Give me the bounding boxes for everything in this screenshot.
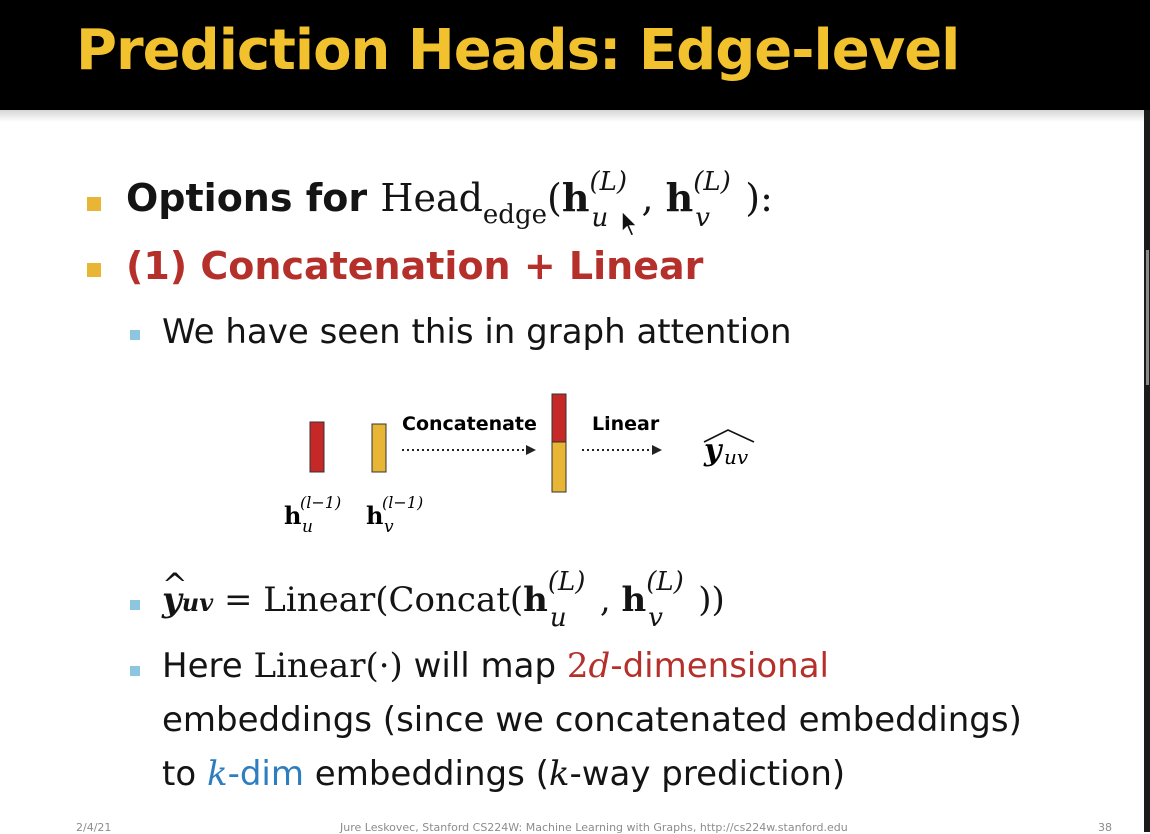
edge-subscript: edge — [482, 200, 547, 230]
equation-line: ^ yuv = Linear(Concat(h (L) u, h (L) v)) — [162, 567, 725, 633]
linear-label: Linear — [592, 413, 660, 435]
bullet-options: Options for Headedge(h (L) u, h (L) v): — [126, 167, 773, 233]
title-divider — [0, 110, 1150, 122]
eq-uv-subscript: uv — [181, 588, 214, 617]
hv-vector-bar — [371, 423, 387, 473]
y-hat-symbol: y — [703, 433, 724, 468]
options-label: Options for — [126, 176, 381, 220]
eq-sup-L: (L) — [547, 567, 586, 597]
sub-u: u — [591, 203, 609, 233]
sup-L: (L) — [693, 167, 731, 197]
scrollbar-thumb[interactable] — [1146, 250, 1149, 385]
diagram-svg: Concatenate Linear y uv h (l−1) u h (l−1… — [284, 393, 755, 537]
title-bar: Prediction Heads: Edge-level — [0, 0, 1150, 110]
hat-mark: ^ — [162, 568, 188, 603]
subbullet-marker — [130, 330, 140, 340]
to-text: to — [162, 754, 207, 794]
two-d-dimensional: -dimensional — [610, 646, 829, 686]
comma: , — [641, 176, 666, 220]
subbullet-marker — [130, 600, 140, 610]
eq-comma: , — [599, 580, 622, 620]
two-d-number: 2 — [566, 646, 589, 686]
concatenate-label: Concatenate — [402, 413, 537, 435]
hv-subscript: v — [384, 517, 394, 537]
linear-arrowhead — [652, 445, 662, 455]
hv-superscript: (l−1) — [382, 493, 423, 512]
k-variable: k — [206, 754, 228, 794]
bullet-marker — [87, 263, 101, 277]
eq-linear-concat: = Linear(Concat( — [213, 580, 524, 620]
k-way-variable: k — [548, 754, 570, 794]
y-hat-caret — [703, 429, 755, 443]
embeddings-text: embeddings ( — [303, 754, 549, 794]
eq-sub-v: v — [648, 603, 663, 633]
footer-date: 2/4/21 — [76, 821, 112, 834]
bullet-marker — [87, 197, 101, 211]
linear-map-line-2: embeddings (since we concatenated embedd… — [162, 700, 1022, 740]
way-prediction-text: -way prediction) — [569, 754, 846, 794]
close-paren: ): — [745, 176, 773, 220]
bullet-concat-linear: (1) Concatenation + Linear — [126, 244, 704, 288]
eq-y-hat: y — [162, 580, 182, 620]
concatenate-arrowhead — [526, 445, 536, 455]
mouse-cursor-icon — [621, 210, 639, 237]
h-u-symbol: h — [561, 175, 590, 220]
will-map-text: will map — [402, 646, 567, 686]
two-d-variable: d — [588, 646, 611, 686]
hu-superscript: (l−1) — [300, 493, 341, 512]
eq-h-u: h — [523, 580, 548, 620]
y-hat-subscript: uv — [724, 445, 749, 469]
eq-close: )) — [698, 580, 725, 620]
linear-dot: Linear(·) — [253, 646, 403, 686]
hu-label: h — [284, 501, 301, 530]
linear-map-line-1: Here Linear(·) will map 2d-dimensional — [162, 646, 829, 686]
footer-page-number: 38 — [1098, 821, 1112, 834]
h-v-symbol: h — [665, 175, 694, 220]
k-dim-text: -dim — [227, 754, 304, 794]
eq-sub-u: u — [549, 603, 567, 633]
sub-v: v — [695, 203, 710, 233]
hu-subscript: u — [302, 517, 313, 537]
head-text: Head — [380, 176, 483, 220]
concat-linear-diagram: Concatenate Linear y uv h (l−1) u h (l−1… — [270, 380, 790, 550]
slide-title: Prediction Heads: Edge-level — [76, 18, 960, 83]
hv-label: h — [366, 501, 383, 530]
eq-sup-L: (L) — [646, 567, 684, 597]
footer-credit: Jure Leskovec, Stanford CS224W: Machine … — [340, 821, 848, 834]
open-paren: ( — [546, 176, 562, 220]
here-text: Here — [162, 646, 254, 686]
sup-L: (L) — [589, 167, 628, 197]
concat-top-bar — [551, 393, 567, 443]
concat-bottom-bar — [551, 441, 567, 493]
subbullet-graph-attention: We have seen this in graph attention — [162, 312, 792, 352]
hu-vector-bar — [309, 421, 325, 473]
linear-map-line-3: to k-dim embeddings (k-way prediction) — [162, 754, 845, 794]
subbullet-marker — [130, 666, 140, 676]
window-edge — [1144, 110, 1150, 832]
eq-h-v: h — [621, 580, 647, 620]
